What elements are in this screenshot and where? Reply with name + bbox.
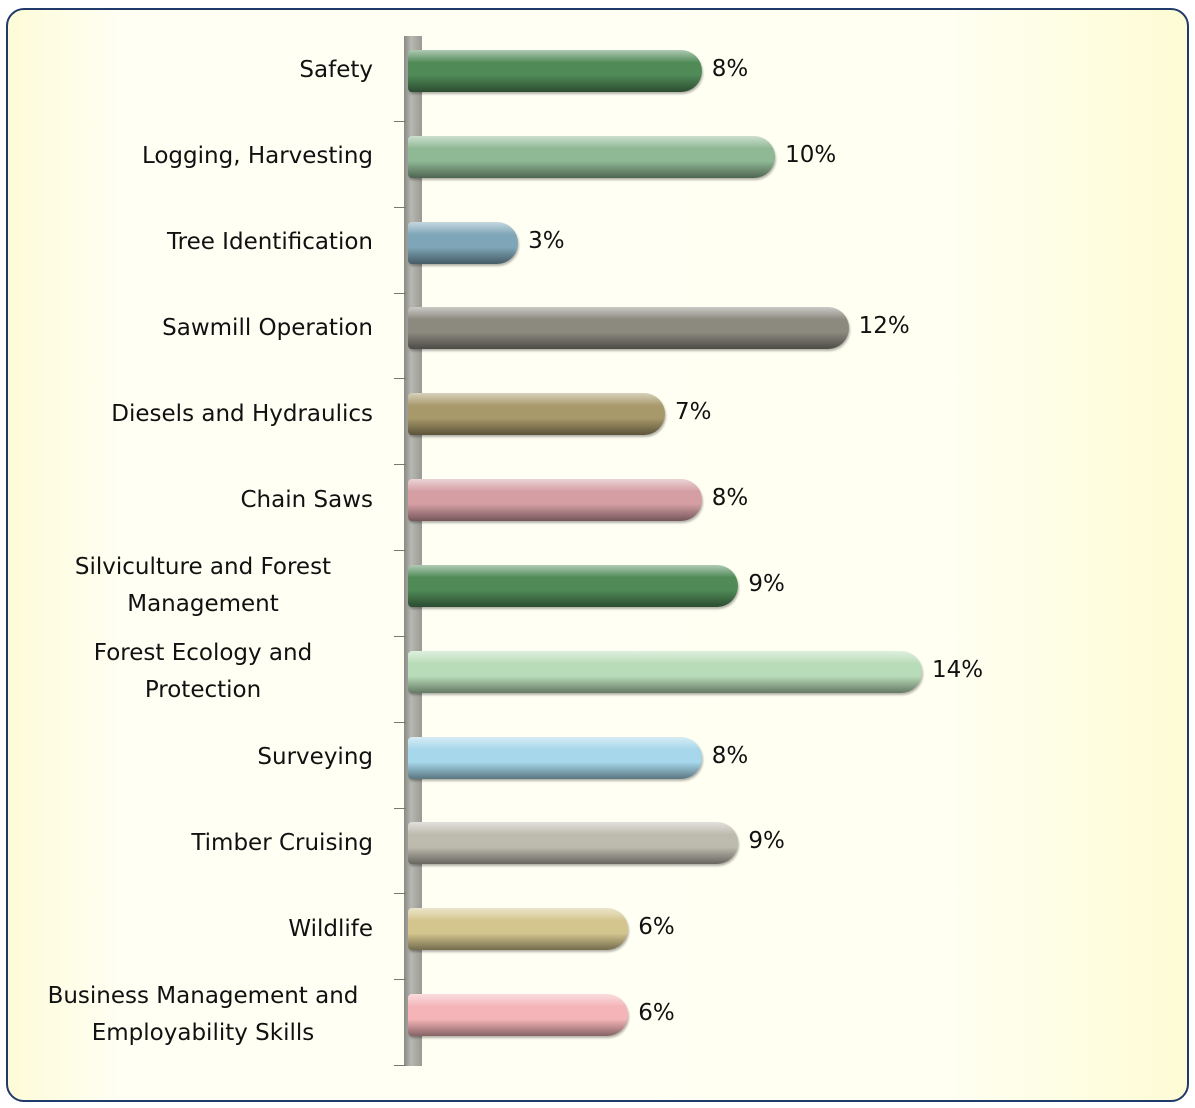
bar	[408, 221, 519, 264]
value-label: 14%	[932, 656, 984, 683]
value-label: 9%	[748, 828, 785, 855]
tick	[394, 979, 406, 981]
category-text: Business Management and Employability Sk…	[47, 983, 359, 1047]
tick	[394, 378, 406, 380]
category-label: Logging, Harvesting	[33, 117, 373, 197]
category-label: Chain Saws	[33, 460, 374, 540]
value-label: 6%	[638, 1000, 675, 1027]
category-text: Surveying	[257, 744, 373, 771]
value-label: 3%	[528, 227, 565, 254]
tick	[394, 1065, 406, 1066]
tick	[394, 807, 406, 809]
value-label: 8%	[711, 485, 749, 512]
category-text: Logging, Harvesting	[141, 143, 373, 170]
category-label: Forest Ecology and Protection	[33, 632, 373, 712]
category-label: Diesels and Hydraulics	[33, 374, 373, 454]
category-text: Wildlife	[288, 915, 373, 942]
category-text: Diesels and Hydraulics	[111, 400, 373, 427]
chart-frame: Safety 8% Logging, Harvesting 10% Tree Ident…	[6, 8, 1189, 1102]
category-label: Tree Identification	[33, 203, 373, 283]
bar	[408, 994, 629, 1037]
tick	[394, 206, 406, 208]
axis	[404, 36, 422, 1066]
category-text: Safety	[299, 57, 373, 84]
bar	[408, 49, 702, 92]
tick	[394, 550, 406, 551]
value-label: 6%	[638, 914, 675, 941]
category-label: Surveying	[33, 718, 373, 798]
category-label: Timber Cruising	[33, 803, 373, 883]
bar	[408, 393, 665, 436]
category-text: Chain Saws	[240, 486, 374, 513]
category-text: Sawmill Operation	[162, 314, 373, 341]
tick	[394, 635, 406, 637]
bar	[408, 822, 739, 865]
tick	[394, 120, 406, 122]
bar	[408, 479, 702, 522]
tick	[394, 721, 406, 723]
value-label: 8%	[711, 742, 749, 769]
value-label: 10%	[785, 141, 837, 168]
value-label: 12%	[858, 313, 910, 340]
bar	[408, 736, 702, 779]
bar	[408, 564, 739, 607]
category-label: Sawmill Operation	[33, 288, 373, 368]
value-label: 8%	[711, 55, 749, 82]
category-text: Forest Ecology and Protection	[93, 639, 313, 703]
category-label: Wildlife	[33, 889, 373, 969]
bar	[408, 307, 849, 350]
bar	[408, 135, 776, 178]
value-label: 7%	[675, 399, 712, 426]
category-label: Business Management and Employability Sk…	[33, 975, 373, 1055]
tick	[394, 893, 406, 895]
tick	[394, 464, 406, 466]
category-text: Silviculture and Forest Management	[74, 553, 332, 617]
category-label: Safety	[33, 31, 373, 111]
tick	[394, 292, 406, 294]
category-text: Tree Identification	[166, 229, 373, 256]
value-label: 9%	[748, 570, 785, 597]
bar	[408, 908, 629, 951]
bar	[408, 650, 922, 693]
category-text: Timber Cruising	[191, 829, 373, 856]
category-label: Silviculture and Forest Management	[33, 546, 373, 626]
